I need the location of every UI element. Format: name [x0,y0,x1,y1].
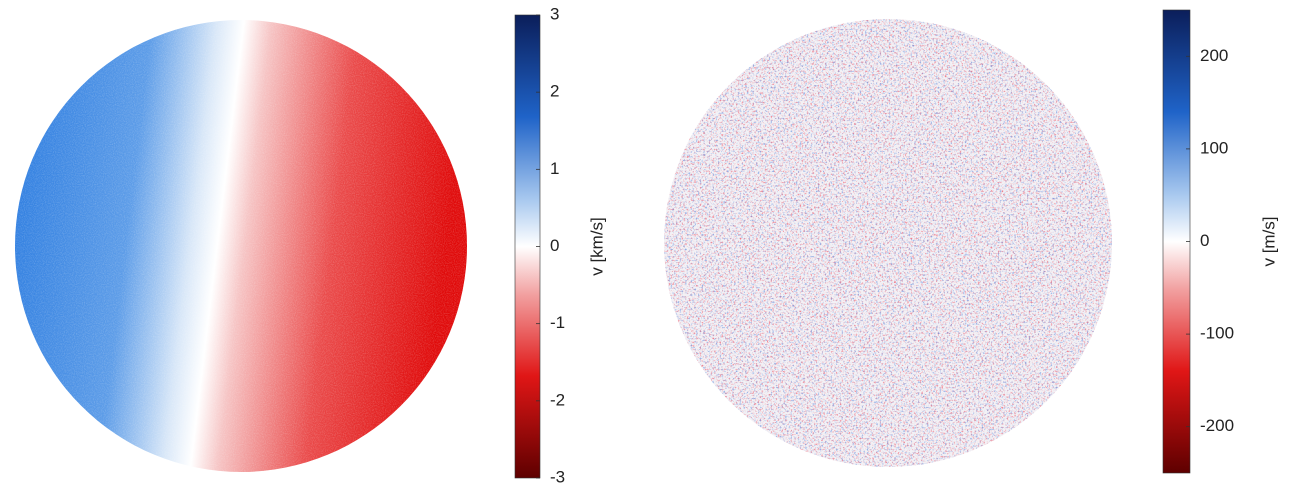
colorbars: -3 -2 -1 0 1 2 3 v [km/s] -200 -100 0 100 200 v [m/s] [514,4,1278,486]
colorbar-tick-label: -1 [550,313,565,332]
velocity-map [15,20,467,472]
colorbar-tick-label: -3 [550,467,565,486]
colorbar-label: v [km/s] [587,217,606,276]
colorbar-tick-label: 2 [550,82,559,101]
colorbar-tick-label: 200 [1200,46,1228,65]
colorbar-tick-label: -2 [550,390,565,409]
colorbar-tick-label: 0 [1200,231,1209,250]
colorbar-tick-label: 100 [1200,138,1228,157]
colorbar-tick-label: 1 [550,159,559,178]
colorbar-tick-label: 3 [550,4,559,23]
colorbar-tick-label: -200 [1200,416,1234,435]
colorbar-tick-label: -100 [1200,324,1234,343]
residual-map [664,19,1112,467]
colorbar-label: v [m/s] [1259,216,1278,266]
colorbar-tick-label: 0 [550,236,559,255]
colorbar [1162,9,1191,474]
